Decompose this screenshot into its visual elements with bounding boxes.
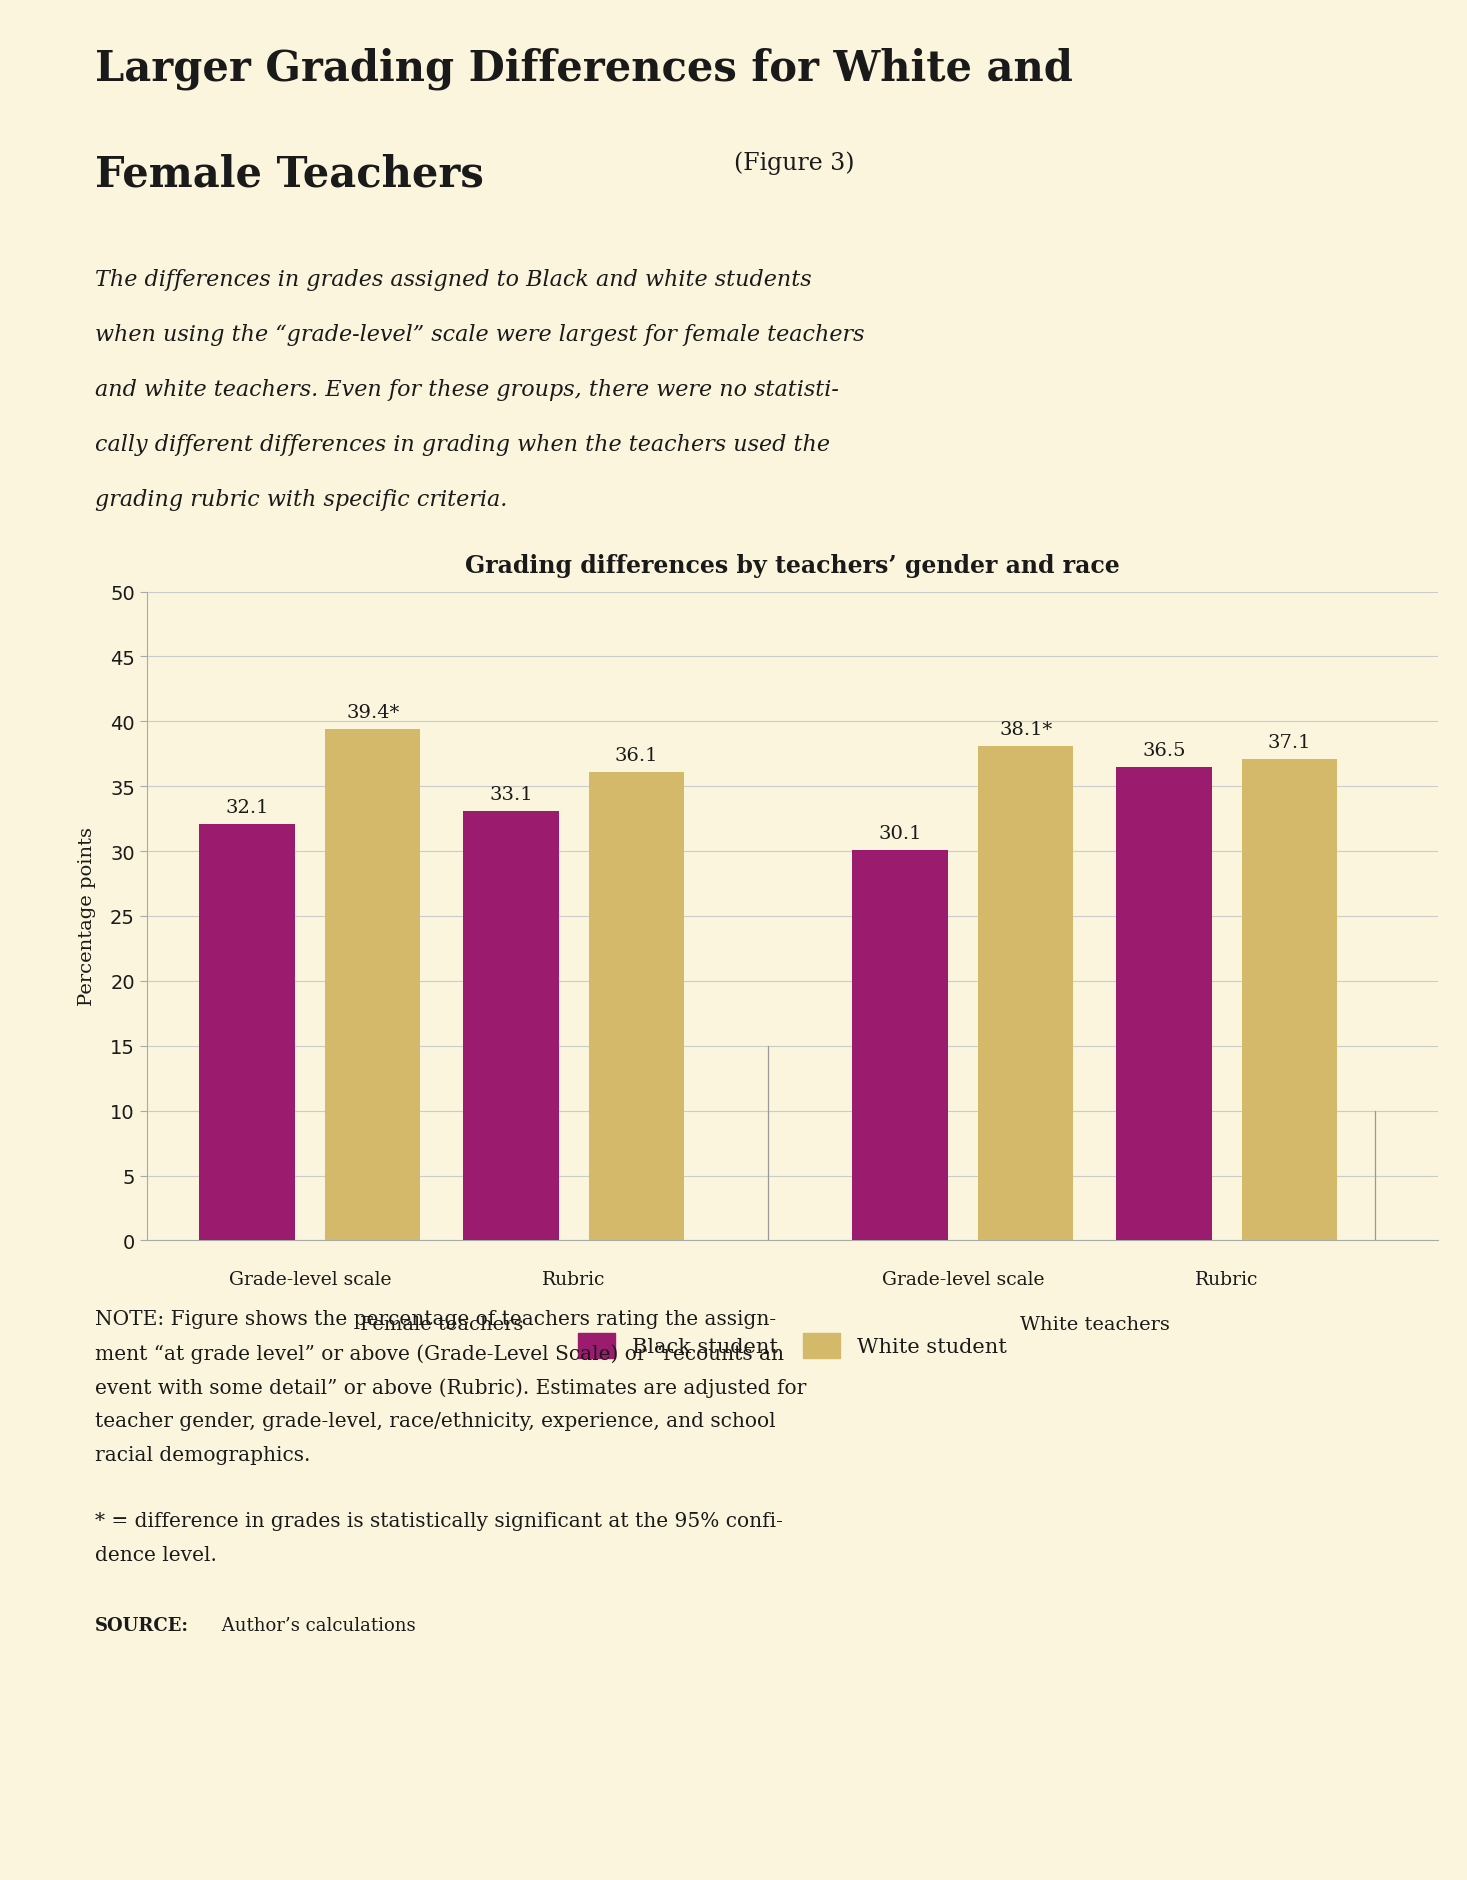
Text: dence level.: dence level.: [95, 1545, 217, 1564]
Text: Rubric: Rubric: [541, 1271, 606, 1288]
Text: 32.1: 32.1: [226, 799, 268, 816]
Text: ment “at grade level” or above (Grade-Level Scale) or “recounts an: ment “at grade level” or above (Grade-Le…: [95, 1344, 785, 1363]
Text: Grade-level scale: Grade-level scale: [882, 1271, 1045, 1288]
Y-axis label: Percentage points: Percentage points: [78, 827, 97, 1006]
Bar: [588, 773, 684, 1241]
Text: and white teachers. Even for these groups, there were no statisti-: and white teachers. Even for these group…: [95, 378, 839, 400]
Text: (Figure 3): (Figure 3): [734, 150, 854, 175]
Text: 38.1*: 38.1*: [999, 720, 1052, 739]
Text: 39.4*: 39.4*: [346, 703, 399, 722]
Text: SOURCE:: SOURCE:: [95, 1617, 189, 1634]
Text: NOTE: Figure shows the percentage of teachers rating the assign-: NOTE: Figure shows the percentage of tea…: [95, 1308, 776, 1329]
Text: event with some detail” or above (Rubric). Estimates are adjusted for: event with some detail” or above (Rubric…: [95, 1378, 807, 1397]
Text: racial demographics.: racial demographics.: [95, 1446, 311, 1465]
Text: * = difference in grades is statistically significant at the 95% confi-: * = difference in grades is statisticall…: [95, 1512, 783, 1530]
Text: 36.5: 36.5: [1143, 741, 1185, 760]
Text: when using the “grade-level” scale were largest for female teachers: when using the “grade-level” scale were …: [95, 323, 866, 346]
Text: Female Teachers: Female Teachers: [95, 154, 484, 196]
Bar: [200, 825, 295, 1241]
Title: Grading differences by teachers’ gender and race: Grading differences by teachers’ gender …: [465, 555, 1119, 577]
Bar: [1116, 767, 1212, 1241]
Bar: [326, 729, 421, 1241]
Text: Grade-level scale: Grade-level scale: [229, 1271, 392, 1288]
Text: Author’s calculations: Author’s calculations: [216, 1617, 415, 1634]
Text: teacher gender, grade-level, race/ethnicity, experience, and school: teacher gender, grade-level, race/ethnic…: [95, 1412, 776, 1431]
Text: 36.1: 36.1: [615, 746, 659, 765]
Bar: [464, 812, 559, 1241]
Text: 37.1: 37.1: [1267, 733, 1311, 752]
Text: Rubric: Rubric: [1196, 1271, 1259, 1288]
Text: 33.1: 33.1: [489, 786, 533, 803]
Text: Larger Grading Differences for White and: Larger Grading Differences for White and: [95, 49, 1074, 90]
Bar: [1241, 760, 1338, 1241]
Bar: [852, 850, 948, 1241]
Text: Female teachers: Female teachers: [359, 1316, 524, 1333]
Text: grading rubric with specific criteria.: grading rubric with specific criteria.: [95, 489, 508, 511]
Bar: [978, 746, 1074, 1241]
Text: The differences in grades assigned to Black and white students: The differences in grades assigned to Bl…: [95, 269, 811, 290]
Legend: Black student, White student: Black student, White student: [569, 1325, 1015, 1367]
Text: White teachers: White teachers: [1020, 1316, 1169, 1333]
Text: 30.1: 30.1: [879, 825, 921, 842]
Text: cally different differences in grading when the teachers used the: cally different differences in grading w…: [95, 434, 830, 455]
